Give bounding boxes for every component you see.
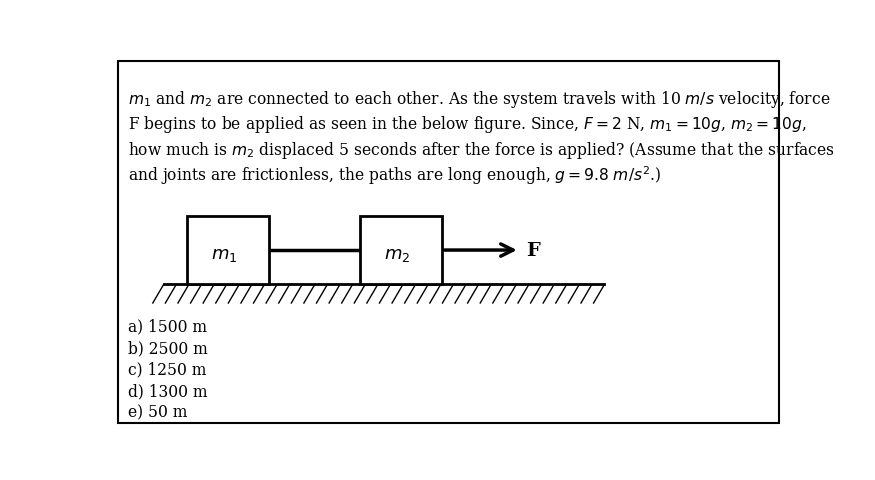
Text: e) 50 m: e) 50 m [129, 404, 188, 421]
Text: how much is $m_2$ displaced 5 seconds after the force is applied? (Assume that t: how much is $m_2$ displaced 5 seconds af… [129, 139, 836, 160]
Text: c) 1250 m: c) 1250 m [129, 361, 206, 378]
Text: $m_2$: $m_2$ [384, 245, 410, 263]
Text: F: F [527, 241, 540, 260]
Text: $m_1$: $m_1$ [211, 245, 237, 263]
Text: and joints are frictionless, the paths are long enough, $g = 9.8$ $m/s^2$.): and joints are frictionless, the paths a… [129, 165, 662, 187]
Text: b) 2500 m: b) 2500 m [129, 340, 208, 357]
Text: $m_1$ and $m_2$ are connected to each other. As the system travels with 10 $m/s$: $m_1$ and $m_2$ are connected to each ot… [129, 89, 830, 110]
Text: a) 1500 m: a) 1500 m [129, 318, 207, 335]
Bar [360, 216, 442, 285]
Text: d) 1300 m: d) 1300 m [129, 383, 208, 399]
Text: F begins to be applied as seen in the below figure. Since, $F = 2$ N, $m_1 = 10g: F begins to be applied as seen in the be… [129, 114, 808, 135]
Bar [187, 216, 269, 285]
